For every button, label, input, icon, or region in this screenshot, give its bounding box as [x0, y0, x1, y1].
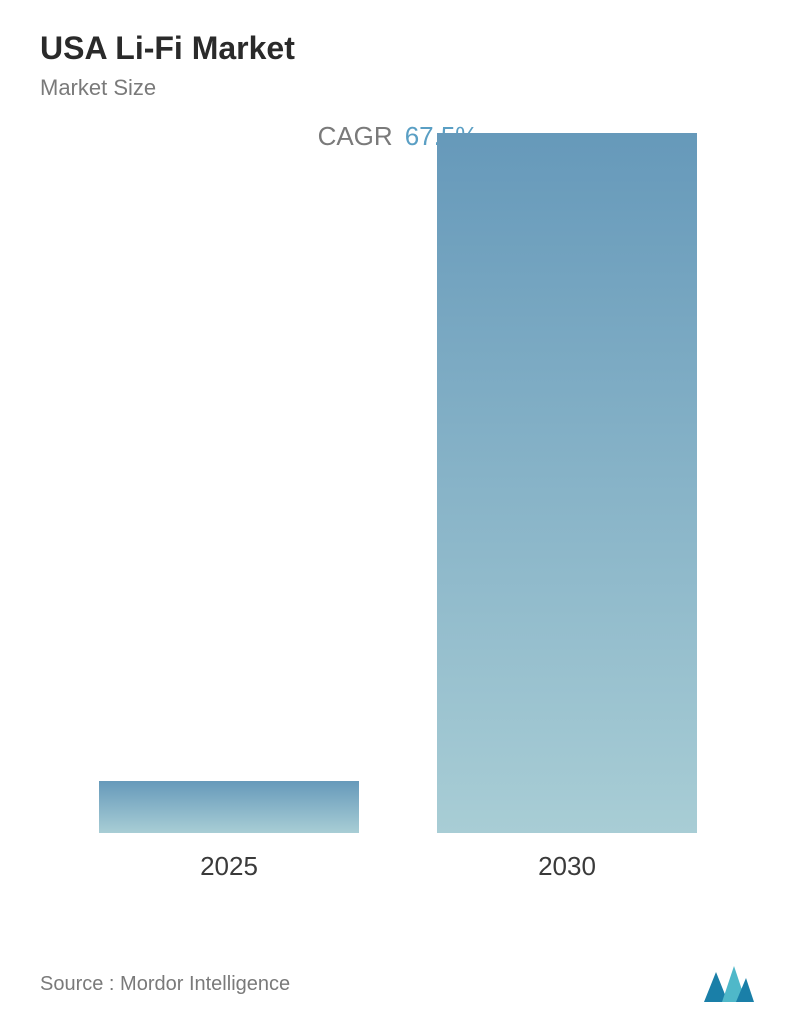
bar-group-1: 2030	[415, 133, 719, 882]
bar-group-0: 2025	[77, 781, 381, 882]
brand-logo-icon	[702, 964, 756, 1004]
footer: Source : Mordor Intelligence	[40, 964, 756, 1004]
bar-label-1: 2030	[538, 851, 596, 882]
cagr-label: CAGR	[318, 121, 393, 151]
chart-area: 2025 2030	[40, 162, 756, 882]
bar-label-0: 2025	[200, 851, 258, 882]
bar-0	[99, 781, 359, 833]
source-text: Source : Mordor Intelligence	[40, 973, 290, 996]
chart-subtitle: Market Size	[40, 75, 756, 101]
bar-1	[437, 133, 697, 833]
chart-title: USA Li-Fi Market	[40, 30, 756, 67]
